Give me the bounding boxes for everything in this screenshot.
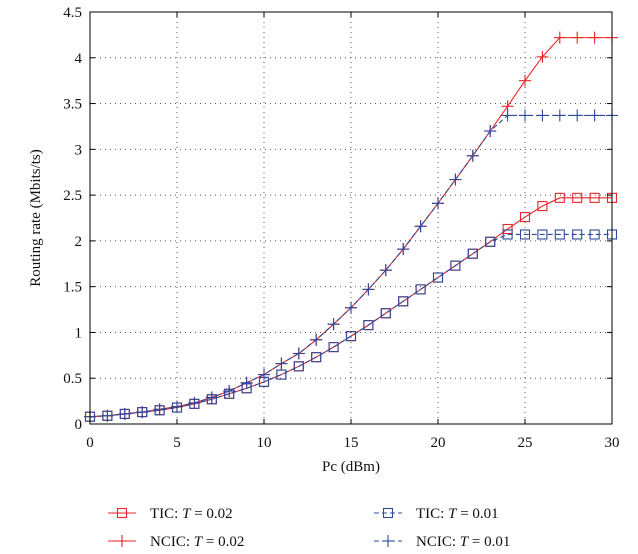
data-point (553, 109, 566, 122)
data-point (502, 223, 513, 235)
legend-label: TIC: T = 0.01 (416, 506, 499, 522)
data-point (398, 296, 409, 307)
data-point (484, 125, 497, 138)
data-point (345, 331, 357, 342)
data-point (310, 333, 323, 346)
data-point (362, 283, 375, 296)
data-point (537, 201, 548, 212)
data-point (467, 248, 478, 259)
data-point (536, 50, 549, 63)
y-tick-label: 2.5 (63, 188, 82, 204)
data-point (536, 109, 549, 122)
data-point (328, 342, 339, 353)
y-tick-label: 4 (75, 51, 83, 67)
legend-item: TIC: T = 0.02 (108, 506, 233, 522)
data-point (501, 109, 514, 122)
data-point (363, 320, 374, 331)
data-point (293, 361, 304, 372)
data-point (153, 403, 166, 416)
legend-label: NCIC: T = 0.01 (416, 534, 510, 550)
series-4 (84, 109, 618, 423)
data-point (553, 31, 566, 44)
legend-marker (382, 507, 394, 519)
data-point (554, 229, 565, 240)
data-point (240, 376, 253, 389)
data-point (589, 192, 600, 203)
data-point (188, 396, 201, 409)
y-tick-label: 4.5 (63, 5, 82, 21)
data-point (449, 173, 462, 186)
data-point (379, 264, 392, 277)
data-point (519, 212, 531, 223)
y-tick-label: 0.5 (63, 371, 82, 387)
data-point (519, 109, 531, 122)
data-point (171, 400, 183, 413)
data-point (101, 409, 114, 422)
legend-item: NCIC: T = 0.01 (374, 534, 510, 550)
data-point (589, 229, 600, 240)
grid (90, 12, 612, 424)
data-point (118, 407, 131, 420)
y-tick-label: 0 (75, 417, 83, 433)
legend-label: TIC: T = 0.02 (150, 506, 233, 522)
data-point (432, 197, 444, 210)
x-tick-label: 0 (86, 435, 94, 451)
x-tick-label: 20 (431, 435, 446, 451)
data-point (485, 236, 496, 247)
data-point (572, 229, 583, 240)
data-point (380, 308, 391, 319)
data-point (432, 272, 444, 283)
y-tick-label: 3.5 (63, 97, 82, 113)
y-tick-label: 2 (75, 234, 83, 250)
data-point (554, 192, 565, 203)
data-point (571, 31, 584, 44)
legend-marker (382, 535, 394, 547)
data-point (519, 229, 531, 240)
data-point (415, 284, 426, 295)
x-axis-title: Pc (dBm) (322, 459, 380, 475)
data-point (519, 74, 531, 87)
y-tick-label: 3 (75, 142, 83, 158)
x-tick-label: 30 (605, 435, 620, 451)
data-point (327, 318, 340, 331)
data-point (345, 301, 357, 314)
data-point (275, 357, 288, 370)
y-tick-label: 1.5 (63, 280, 82, 296)
data-point (466, 149, 479, 162)
data-point (588, 109, 601, 122)
legend-marker (116, 507, 128, 519)
legend-item: NCIC: T = 0.02 (108, 534, 244, 550)
x-tick-label: 15 (344, 435, 359, 451)
legend-marker (116, 535, 128, 547)
data-point (311, 352, 322, 363)
data-point (223, 385, 236, 398)
legend-label: NCIC: T = 0.02 (150, 534, 244, 550)
data-point (502, 229, 513, 240)
data-point (136, 406, 149, 419)
legend: TIC: T = 0.02 NCIC: T = 0.02 TIC: T = 0.01… (108, 506, 510, 550)
data-point (205, 391, 218, 404)
data-point (450, 260, 461, 271)
y-axis-title: Routing rate (Mbits/ts) (28, 149, 44, 287)
ticks: 0 5 10 15 20 25 30 0 0.5 1 1.5 2 2.5 3 3.5 4 4.5 (63, 5, 619, 451)
data-point (572, 192, 583, 203)
x-tick-label: 5 (173, 435, 181, 451)
data-point (292, 347, 305, 360)
x-tick-label: 10 (257, 435, 272, 451)
x-tick-label: 25 (518, 435, 533, 451)
data-point (276, 369, 287, 380)
data-point (537, 229, 548, 240)
data-point (397, 243, 410, 256)
y-tick-label: 1 (75, 325, 83, 341)
data-point (414, 220, 427, 233)
data-point (588, 31, 601, 44)
legend-item: TIC: T = 0.01 (374, 506, 499, 522)
data-point (571, 109, 584, 122)
series-line (89, 114, 612, 418)
series-layer (84, 31, 618, 423)
series-line (89, 233, 612, 418)
data-point (258, 368, 270, 381)
